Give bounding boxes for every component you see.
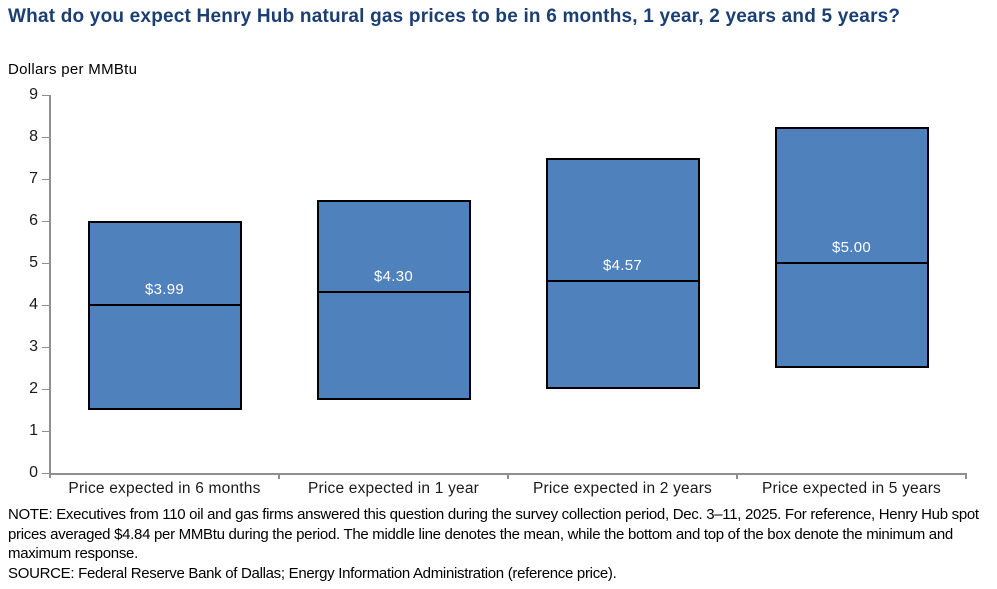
y-axis-tick-label: 0 <box>29 464 38 481</box>
y-axis-tick <box>42 136 49 138</box>
y-axis-units-label: Dollars per MMBtu <box>8 61 138 78</box>
x-axis-tick <box>507 473 509 479</box>
y-axis-line <box>49 95 51 478</box>
y-axis-tick-label: 9 <box>29 86 38 103</box>
y-axis-tick-label: 3 <box>29 338 38 355</box>
y-axis-tick-label: 1 <box>29 422 38 439</box>
y-axis-tick-label: 4 <box>29 296 38 313</box>
y-axis-tick <box>42 262 49 264</box>
source-text: SOURCE: Federal Reserve Bank of Dallas; … <box>8 564 617 582</box>
note-text: NOTE: Executives from 110 oil and gas fi… <box>8 506 979 562</box>
mean-value-label: $4.57 <box>602 257 643 275</box>
y-axis-tick-label: 7 <box>29 170 38 187</box>
chart-footnotes: NOTE: Executives from 110 oil and gas fi… <box>8 505 993 583</box>
mean-line <box>774 262 929 264</box>
category-label: Price expected in 5 years <box>761 480 942 497</box>
box-range-bar <box>87 221 242 410</box>
y-axis-tick <box>42 94 49 96</box>
y-axis-tick <box>42 430 49 432</box>
y-axis-tick <box>42 304 49 306</box>
mean-value-label: $4.30 <box>373 268 414 286</box>
mean-value-label: $5.00 <box>831 239 872 256</box>
x-axis-tick <box>278 473 280 479</box>
y-axis-tick <box>42 346 49 348</box>
y-axis-tick <box>42 220 49 222</box>
y-axis-tick-label: 6 <box>29 212 38 229</box>
y-axis-tick-label: 5 <box>29 254 38 271</box>
category-label: Price expected in 2 years <box>532 480 713 497</box>
y-axis-tick <box>42 388 49 390</box>
y-axis-tick-label: 8 <box>29 128 38 145</box>
x-axis-tick <box>965 473 967 479</box>
mean-line <box>316 291 471 294</box>
y-axis-tick <box>42 472 49 474</box>
mean-line <box>545 280 700 283</box>
mean-value-label: $3.99 <box>144 281 185 299</box>
y-axis-tick <box>42 178 49 180</box>
mean-line <box>87 304 242 307</box>
category-label: Price expected in 6 months <box>68 480 261 497</box>
category-label: Price expected in 1 year <box>307 480 480 497</box>
box-range-bar <box>774 126 929 368</box>
box-range-bar <box>545 158 700 389</box>
x-axis-tick <box>736 473 738 479</box>
y-axis-tick-label: 2 <box>29 380 38 397</box>
box-range-bar <box>316 200 471 400</box>
chart-title: What do you expect Henry Hub natural gas… <box>8 6 901 27</box>
